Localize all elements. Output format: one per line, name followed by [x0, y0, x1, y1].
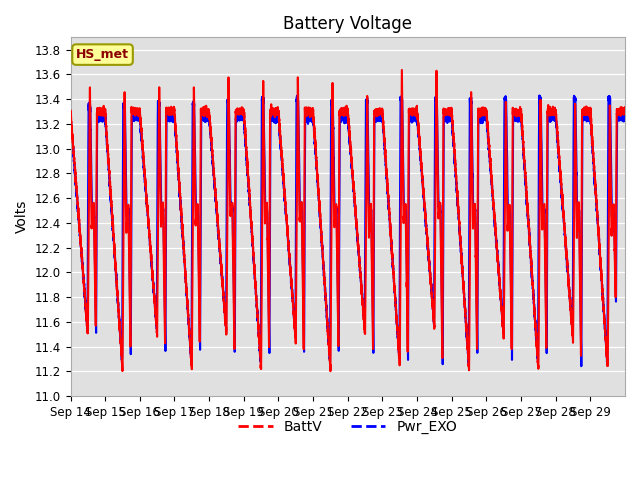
Title: Battery Voltage: Battery Voltage [284, 15, 412, 33]
Pwr_EXO [577, 363, 585, 369]
Pwr_EXO [95, 114, 102, 120]
Legend: BattV, Pwr_EXO: BattV, Pwr_EXO [233, 414, 463, 440]
Pwr_EXO [268, 118, 275, 123]
Text: HS_met: HS_met [76, 48, 129, 61]
BattV [419, 180, 427, 186]
Pwr_EXO [478, 118, 486, 124]
BattV [268, 113, 275, 119]
Pwr_EXO [395, 347, 403, 352]
BattV [326, 368, 334, 374]
BattV [621, 105, 629, 110]
Line: BattV: BattV [70, 70, 625, 371]
Pwr_EXO [294, 92, 301, 98]
Pwr_EXO [621, 114, 629, 120]
BattV [67, 108, 74, 114]
Pwr_EXO [508, 301, 515, 307]
Y-axis label: Volts: Volts [15, 200, 29, 233]
Pwr_EXO [419, 186, 427, 192]
Pwr_EXO [67, 115, 74, 120]
BattV [398, 67, 406, 73]
BattV [395, 346, 403, 352]
BattV [478, 108, 486, 114]
Line: Pwr_EXO: Pwr_EXO [70, 95, 625, 366]
BattV [95, 108, 102, 114]
BattV [508, 327, 515, 333]
